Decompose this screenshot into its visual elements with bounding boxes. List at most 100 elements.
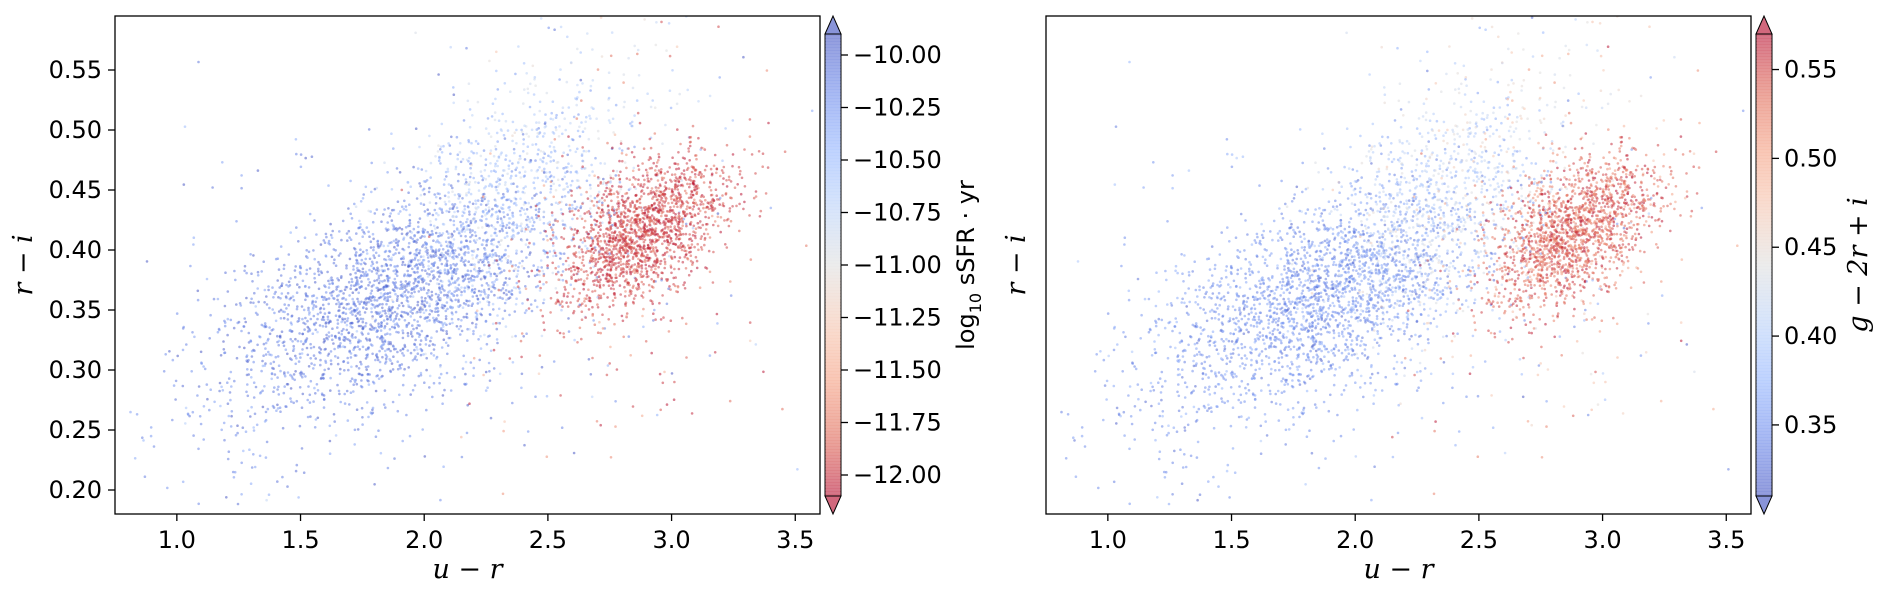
data-point [669, 206, 672, 209]
data-point [593, 260, 596, 263]
data-point [353, 378, 356, 382]
data-point [278, 406, 282, 410]
data-point [494, 227, 497, 231]
data-point [504, 289, 508, 292]
data-point [441, 255, 444, 259]
data-point [372, 381, 376, 385]
data-point [468, 210, 471, 213]
data-point [621, 159, 624, 163]
data-point [196, 394, 199, 397]
data-point [376, 240, 379, 243]
data-point [452, 223, 456, 227]
data-point [484, 127, 488, 130]
data-point [636, 245, 640, 248]
data-point [448, 254, 451, 258]
data-point [223, 351, 226, 355]
data-point [655, 198, 659, 202]
data-point [631, 231, 634, 234]
data-point [305, 346, 309, 350]
data-point [575, 205, 579, 209]
data-point [679, 233, 683, 237]
data-point [663, 260, 667, 264]
data-point [582, 237, 586, 240]
data-point [612, 131, 615, 134]
data-point [451, 244, 454, 248]
data-point [591, 242, 594, 245]
data-point [357, 372, 361, 376]
data-point [429, 339, 432, 343]
data-point [348, 307, 351, 311]
data-point [660, 168, 663, 171]
data-point [569, 301, 572, 304]
data-point [633, 228, 637, 232]
data-point [419, 371, 423, 375]
data-point [396, 227, 400, 231]
data-point [586, 197, 590, 200]
data-point [463, 277, 467, 281]
data-point [361, 267, 365, 271]
data-point [722, 204, 726, 208]
data-point [197, 502, 200, 506]
data-point [616, 215, 620, 218]
data-point [426, 334, 429, 338]
data-point [345, 303, 349, 306]
data-point [337, 331, 341, 335]
data-point [586, 235, 589, 239]
data-point [456, 153, 460, 156]
data-point [380, 240, 383, 244]
data-point [599, 423, 602, 427]
data-point [430, 352, 433, 355]
data-point [434, 292, 438, 296]
data-point [677, 217, 681, 220]
data-point [286, 383, 290, 386]
data-point [597, 231, 600, 235]
data-point [565, 203, 568, 206]
data-point [693, 198, 696, 202]
data-point [453, 249, 457, 252]
data-point [504, 257, 508, 260]
data-point [445, 371, 449, 375]
data-point [472, 151, 475, 155]
data-point [356, 428, 360, 431]
data-point [375, 186, 379, 190]
data-point [715, 171, 718, 175]
data-point [692, 201, 695, 204]
data-point [564, 171, 567, 174]
data-point [506, 189, 509, 193]
data-point [673, 227, 676, 230]
data-point [384, 357, 388, 361]
data-point [641, 275, 644, 279]
data-point [526, 91, 530, 95]
data-point [351, 291, 355, 295]
data-point [474, 269, 478, 273]
data-point [413, 252, 416, 256]
data-point [729, 180, 733, 183]
data-point [508, 269, 511, 273]
data-point [440, 207, 444, 211]
data-point [561, 212, 565, 216]
data-point [583, 127, 587, 130]
data-point [423, 210, 427, 213]
data-point [336, 294, 339, 298]
data-point [271, 308, 275, 311]
data-point [573, 200, 577, 203]
data-point [509, 90, 512, 93]
data-point [489, 162, 492, 165]
data-point [641, 185, 645, 189]
data-point [665, 231, 668, 235]
data-point [653, 201, 656, 205]
data-point [325, 235, 328, 239]
data-point [372, 303, 375, 307]
data-point [604, 251, 607, 255]
data-point [725, 246, 729, 249]
data-point [532, 93, 536, 96]
data-point [501, 203, 505, 207]
data-point [539, 231, 542, 235]
data-point [409, 295, 412, 298]
data-point [506, 283, 509, 287]
data-point [348, 339, 352, 343]
data-point [329, 350, 333, 353]
data-point [412, 282, 416, 285]
data-point [508, 217, 512, 220]
data-point [697, 136, 700, 140]
